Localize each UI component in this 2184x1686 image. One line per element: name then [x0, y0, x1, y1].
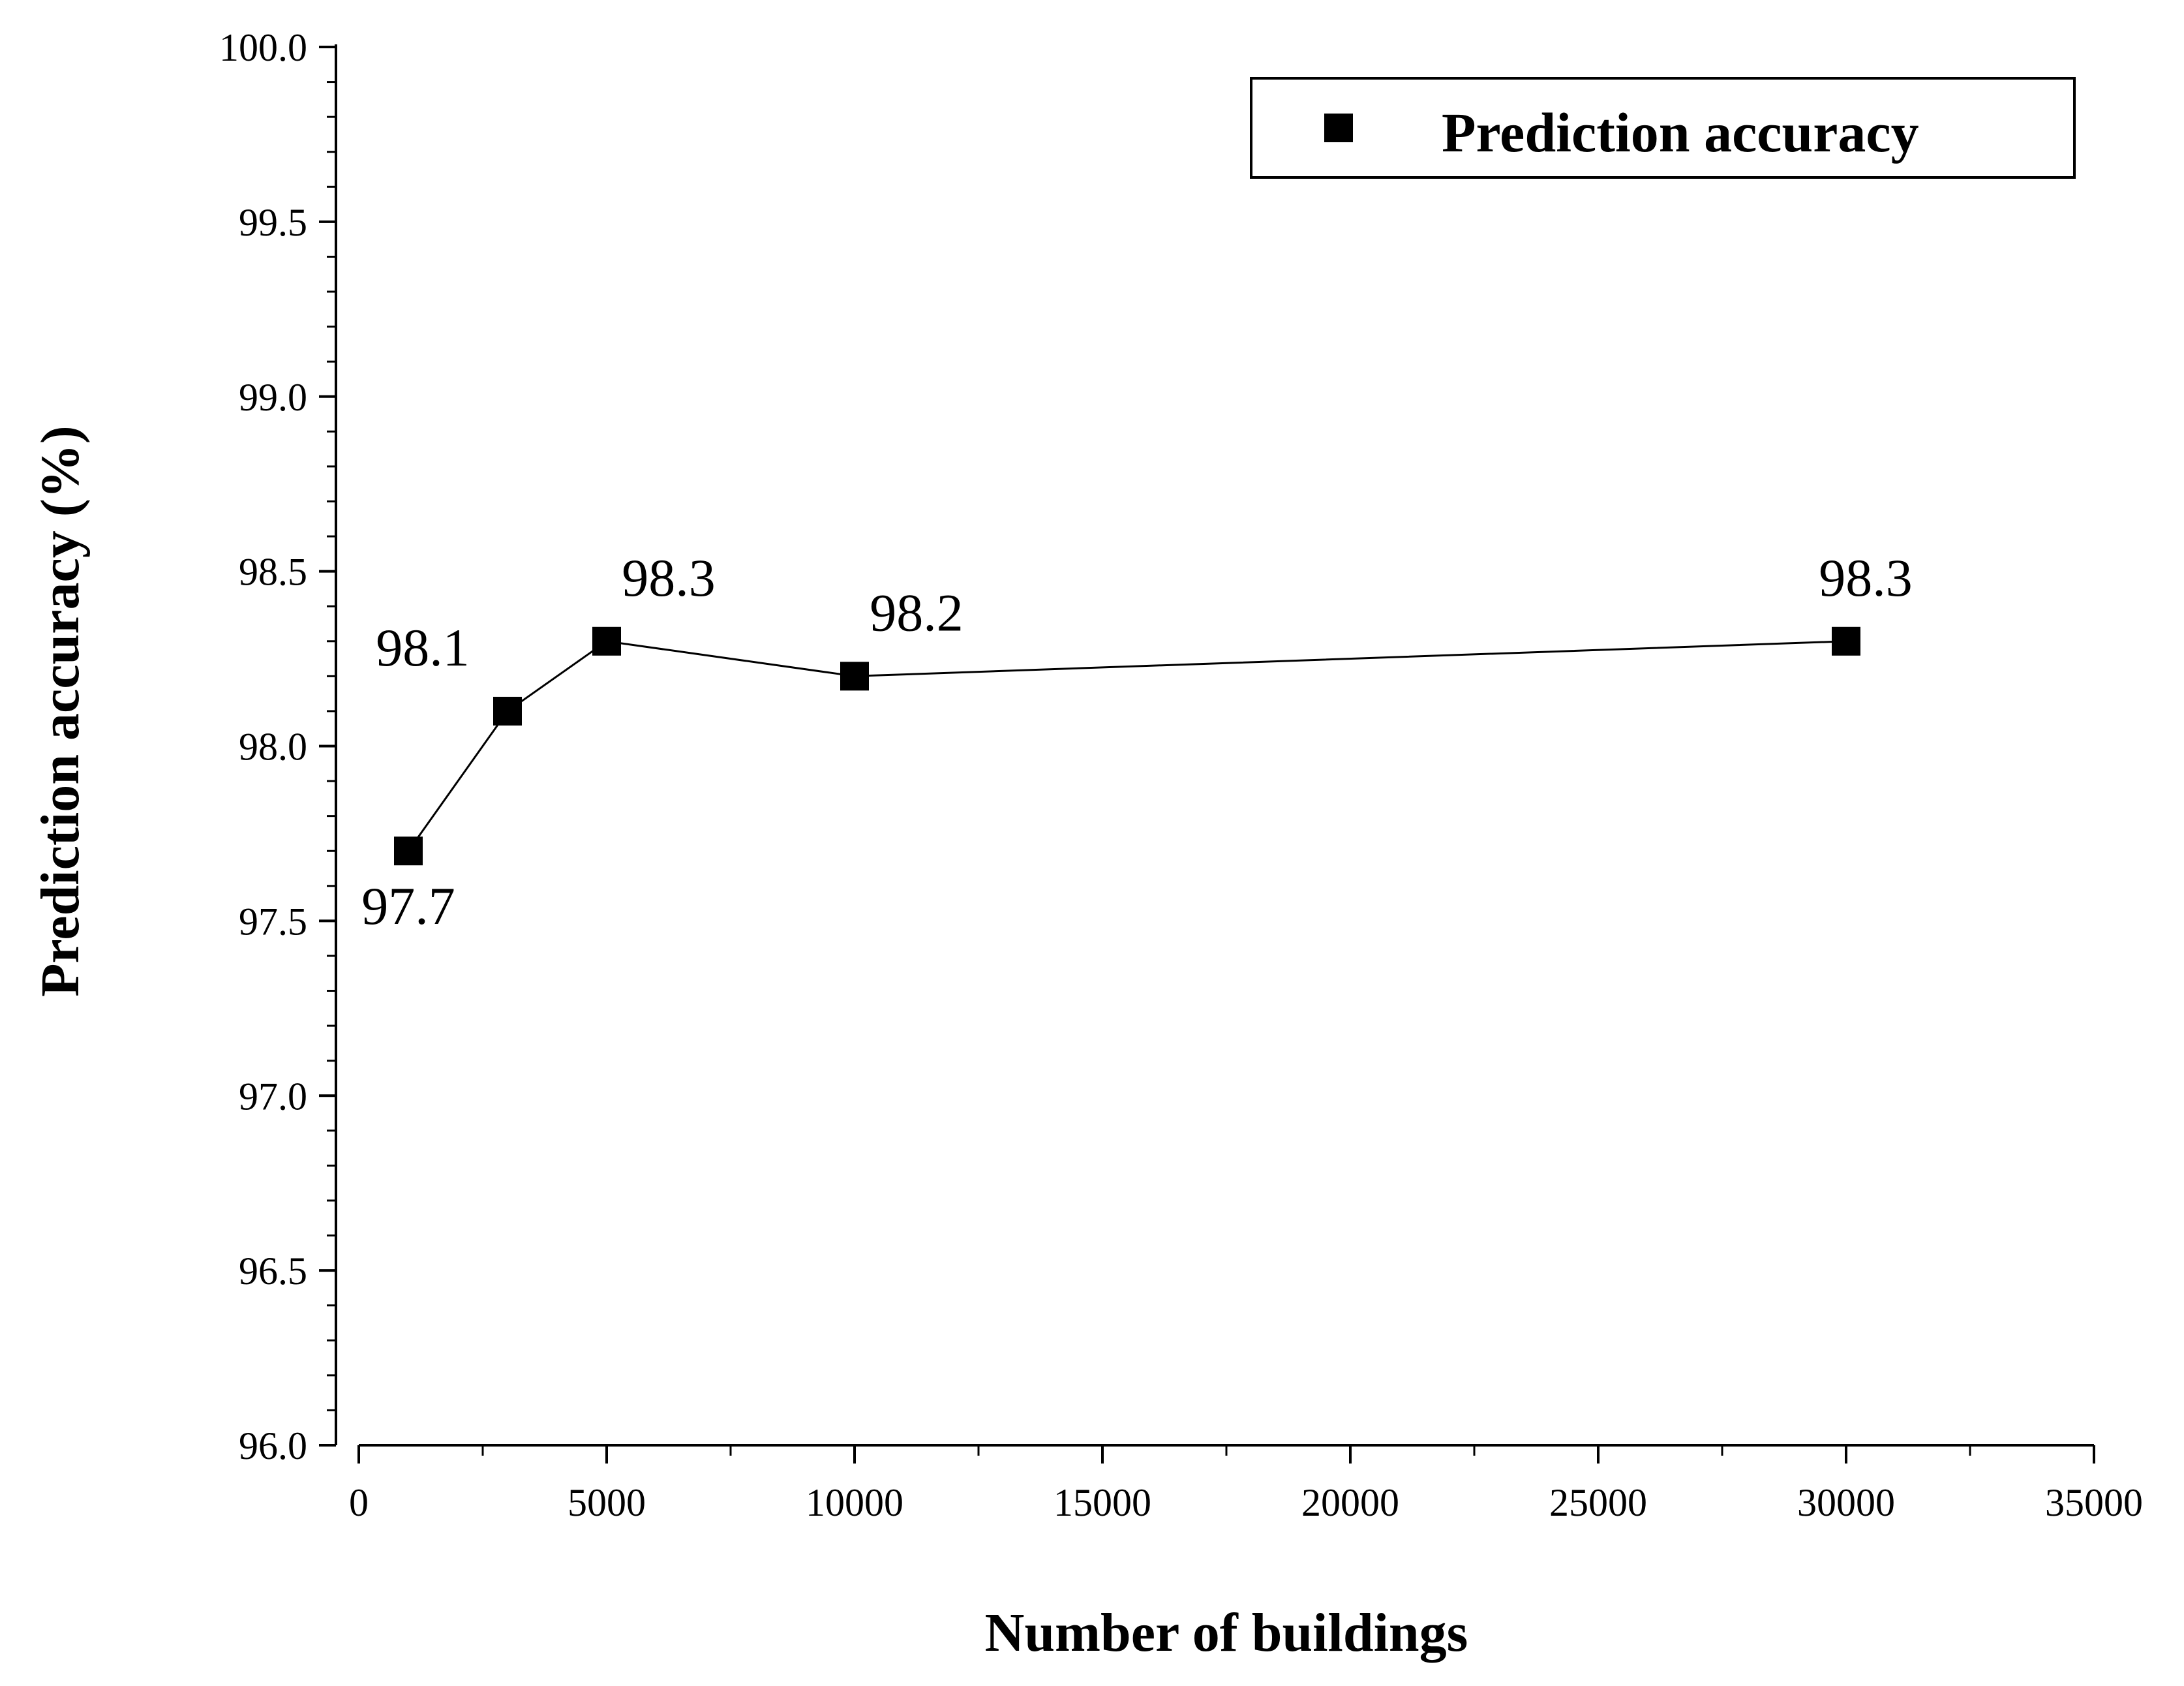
y-tick-label: 99.5: [239, 201, 307, 244]
x-tick-label: 35000: [2045, 1481, 2143, 1524]
data-label: 98.3: [622, 548, 716, 607]
axes: 96.0 96.5 97.0 97.5 98.0 98.5 99.0 99.5 100.0 0 50…: [219, 26, 2143, 1524]
y-tick-label: 100.0: [219, 26, 307, 69]
x-axis-title: Number of buildings: [985, 1602, 1468, 1663]
x-tick-label: 5000: [568, 1481, 646, 1524]
x-tick-label: 20000: [1301, 1481, 1399, 1524]
data-point-marker: [493, 696, 522, 726]
y-tick-label: 98.0: [239, 726, 307, 769]
y-tick-label: 99.0: [239, 376, 307, 419]
data-label: 97.7: [361, 876, 455, 936]
data-point-marker: [840, 662, 869, 691]
x-tick-label: 15000: [1054, 1481, 1151, 1524]
data-point-marker: [1832, 626, 1860, 656]
legend-box: [1250, 77, 2076, 179]
y-tick-label: 96.0: [239, 1424, 307, 1467]
data-point-marker: [394, 836, 423, 866]
x-tick-label: 0: [349, 1481, 369, 1524]
data-point-marker: [592, 626, 621, 656]
y-tick-label: 97.5: [239, 900, 307, 943]
legend-label: Prediction accuracy: [1442, 101, 1919, 164]
x-tick-label: 10000: [806, 1481, 903, 1524]
series-layer: 97.7 98.1 98.3 98.2 98.3: [361, 548, 1913, 936]
y-axis-title: Prediction accuracy (%): [30, 425, 91, 997]
series-line: [407, 640, 1847, 852]
legend: Prediction accuracy: [1250, 77, 2076, 179]
legend-marker-square: [1324, 114, 1353, 142]
data-label: 98.3: [1819, 548, 1913, 607]
data-label: 98.2: [870, 583, 963, 642]
x-tick-label: 25000: [1549, 1481, 1647, 1524]
x-tick-label: 30000: [1797, 1481, 1895, 1524]
y-tick-label: 96.5: [239, 1249, 307, 1293]
data-label: 98.1: [376, 618, 470, 677]
y-tick-label: 97.0: [239, 1075, 307, 1118]
y-tick-label: 98.5: [239, 551, 307, 594]
